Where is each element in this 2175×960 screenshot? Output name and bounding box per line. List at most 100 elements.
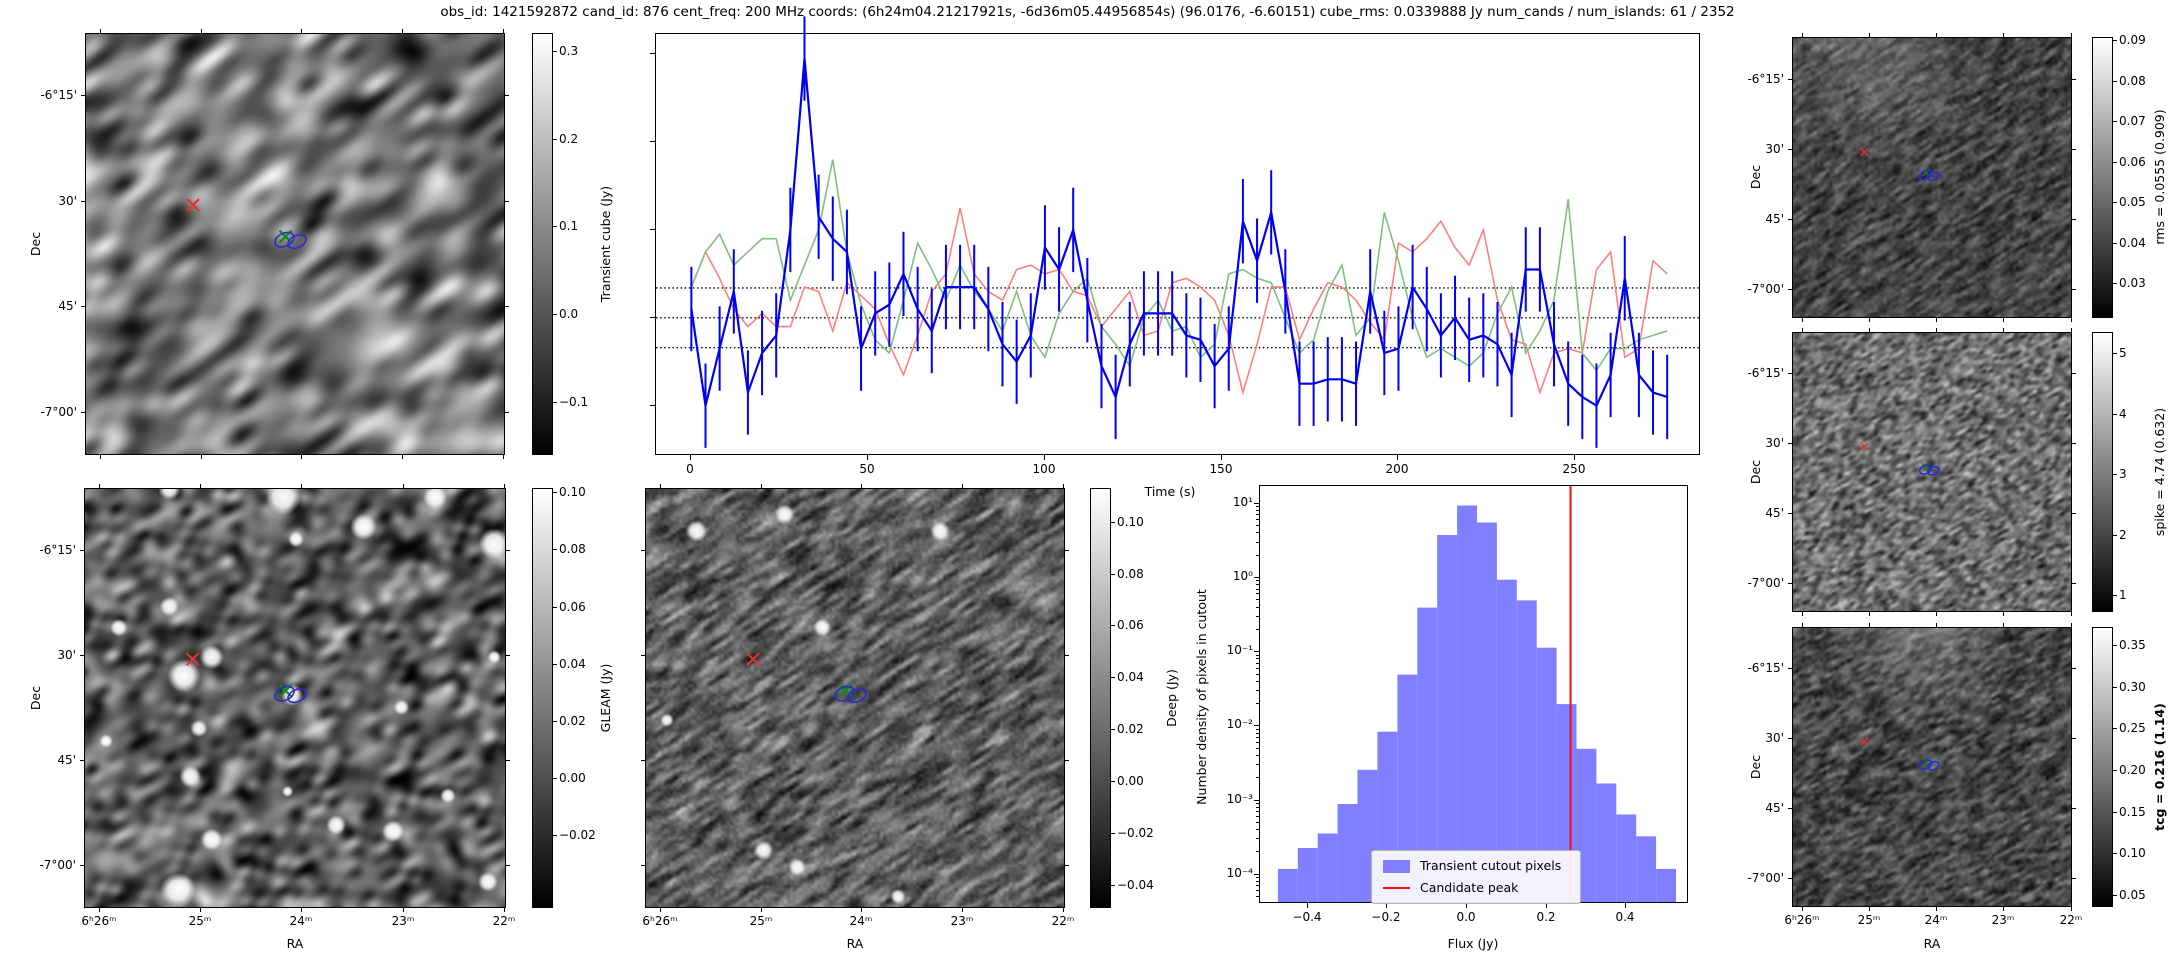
gleam-colorbar-tick-label: 0.10 xyxy=(559,485,586,499)
transient-colorbar-tick xyxy=(553,139,557,140)
spike-colorbar xyxy=(2092,332,2113,612)
transient-colorbar-tick-label: 0.1 xyxy=(559,219,579,233)
spike-dec-tick-label: 30' xyxy=(1765,436,1784,450)
transient-colorbar-tick-label: 0.3 xyxy=(559,44,579,58)
transient-colorbar-tick xyxy=(553,402,557,403)
gleam-dec-tick xyxy=(80,655,84,656)
transient-dec-tick xyxy=(81,201,85,202)
spike-colorbar-tick xyxy=(2113,535,2117,536)
lightcurve-x-tick-label: 100 xyxy=(1032,462,1056,476)
lightcurve-y-tick xyxy=(650,229,655,230)
histogram-y-minor-tick xyxy=(1256,764,1259,765)
histogram-y-minor-tick xyxy=(1256,829,1259,830)
histogram-bar xyxy=(1516,600,1537,902)
histogram-y-minor-tick xyxy=(1256,584,1259,585)
histogram-x-tick-label: 0.2 xyxy=(1536,910,1556,924)
known-source-x-marker xyxy=(1860,442,1869,451)
histogram-x-tick-label: −0.4 xyxy=(1292,910,1322,924)
deep-dec-tick xyxy=(1065,760,1069,761)
figure-title: obs_id: 1421592872 cand_id: 876 cent_fre… xyxy=(440,4,1735,20)
spike-ra-tick xyxy=(1869,328,1870,332)
deep-ra-tick-label: 23ᵐ xyxy=(950,914,974,928)
tcg-noise-canvas xyxy=(1793,628,2071,906)
colorbar-label-deep: Deep (Jy) xyxy=(1163,669,1179,727)
deep-ra-tick xyxy=(1063,908,1064,912)
histogram-y-minor-tick xyxy=(1256,616,1259,617)
gleam-dec-tick xyxy=(506,865,510,866)
deep-dec-tick xyxy=(641,550,645,551)
lightcurve-y-tick xyxy=(650,141,655,142)
transient-dec-tick xyxy=(505,306,509,307)
rms-colorbar-tick xyxy=(2113,121,2117,122)
rms-dec-tick-label: 45' xyxy=(1765,212,1784,226)
gleam-noise-canvas xyxy=(85,489,505,907)
deep-colorbar-tick-label: 0.04 xyxy=(1117,670,1144,684)
rms-colorbar-tick-label: 0.08 xyxy=(2119,74,2146,88)
tcg-ra-tick xyxy=(1869,623,1870,627)
rms-dec-tick xyxy=(1788,289,1792,290)
tcg-colorbar-tick xyxy=(2113,645,2117,646)
lightcurve-y-tick xyxy=(650,53,655,54)
dec-axis-label-tcg: Dec xyxy=(1747,754,1763,780)
tcg-markers-overlay xyxy=(1860,737,1940,771)
histogram-y-tick xyxy=(1254,874,1259,875)
transient-ra-tick xyxy=(503,29,504,33)
histogram-y-minor-tick xyxy=(1256,629,1259,630)
tcg-colorbar-tick xyxy=(2113,895,2117,896)
transient-ra-tick xyxy=(301,29,302,33)
rms-dec-tick xyxy=(2072,149,2076,150)
known-source-x-marker xyxy=(186,198,200,212)
island-contour-lobe xyxy=(1927,465,1940,476)
histogram-y-minor-tick xyxy=(1256,890,1259,891)
rms-ra-tick xyxy=(2003,33,2004,37)
gleam-colorbar-tick xyxy=(553,778,557,779)
island-contour xyxy=(1918,169,1940,182)
colorbar-label-spike: spike = 4.74 (0.632) xyxy=(2151,407,2167,537)
deep-ra-tick-label: 24ᵐ xyxy=(849,914,873,928)
peak-line-sample xyxy=(1381,887,1411,889)
gleam-ra-tick-label: 22ᵐ xyxy=(492,914,516,928)
histogram-y-minor-tick xyxy=(1256,655,1259,656)
histogram-y-minor-tick xyxy=(1256,881,1259,882)
gleam-ra-tick xyxy=(200,484,201,488)
rms-colorbar-tick-label: 0.09 xyxy=(2119,33,2146,47)
spike-dec-tick xyxy=(2072,583,2076,584)
spike-dec-tick-label: -6°15' xyxy=(1747,366,1784,380)
rms-colorbar-tick-label: 0.05 xyxy=(2119,195,2146,209)
island-contour-lobe xyxy=(1918,169,1933,181)
spike-colorbar-tick-label: 3 xyxy=(2119,467,2127,481)
spike-ra-tick xyxy=(1936,612,1937,616)
tcg-colorbar xyxy=(2092,627,2113,907)
histogram-y-tick-label: 10¹ xyxy=(1232,495,1253,509)
tcg-colorbar-tick-label: 0.20 xyxy=(2119,763,2146,777)
rms-dec-tick xyxy=(2072,289,2076,290)
gleam-ra-tick xyxy=(504,908,505,912)
deep-ra-tick xyxy=(660,484,661,488)
dec-axis-label-gleam: Dec xyxy=(27,685,43,711)
colorbar-label-tcg: tcg = 0.216 (1.14) xyxy=(2151,703,2167,831)
dec-axis-label-transient: Dec xyxy=(27,231,43,257)
deep-colorbar-tick-label: 0.00 xyxy=(1117,774,1144,788)
histogram-x-tick-label: 0.0 xyxy=(1456,910,1476,924)
known-source-x-marker xyxy=(1860,737,1869,746)
tcg-ra-tick xyxy=(1802,907,1803,911)
ra-axis-label-deep: RA xyxy=(846,935,864,951)
lightcurve-x-tick-label: 50 xyxy=(859,462,875,476)
gleam-dec-tick-label: 45' xyxy=(57,753,76,767)
spike-dec-tick xyxy=(2072,443,2076,444)
rms-dec-tick-label: 30' xyxy=(1765,142,1784,156)
gleam-ra-tick xyxy=(301,484,302,488)
histogram-y-minor-tick xyxy=(1256,519,1259,520)
time-axis-label: Time (s) xyxy=(1144,483,1196,499)
histogram-y-minor-tick xyxy=(1256,803,1259,804)
histogram-bar xyxy=(1397,674,1418,902)
deep-colorbar-tick-label: 0.08 xyxy=(1117,567,1144,581)
colorbar-label-gleam: GLEAM (Jy) xyxy=(597,663,613,733)
spike-ra-tick xyxy=(2071,612,2072,616)
transient-ra-tick xyxy=(402,29,403,33)
rms-colorbar-tick xyxy=(2113,243,2117,244)
gleam-dec-tick xyxy=(506,655,510,656)
hist-patch-sample xyxy=(1381,859,1411,873)
flux-histogram-plot xyxy=(1259,485,1688,903)
histogram-y-minor-tick xyxy=(1256,681,1259,682)
